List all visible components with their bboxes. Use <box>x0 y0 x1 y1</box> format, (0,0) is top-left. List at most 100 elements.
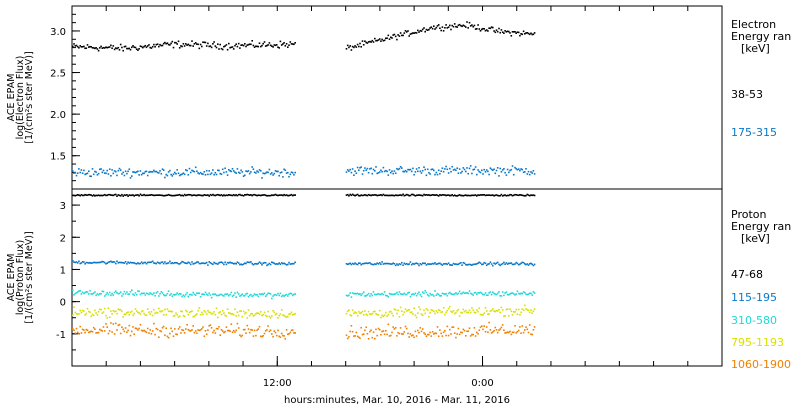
data-point <box>146 292 149 295</box>
data-point <box>447 172 450 174</box>
data-point <box>193 315 196 318</box>
data-point <box>180 262 182 264</box>
data-point <box>212 312 214 315</box>
data-point <box>105 323 107 325</box>
data-point <box>228 194 230 196</box>
data-point <box>390 263 392 265</box>
data-point <box>440 194 442 197</box>
data-point <box>414 262 417 265</box>
data-point <box>212 169 214 171</box>
data-point <box>528 33 531 36</box>
data-point <box>293 293 295 296</box>
data-point <box>355 46 358 48</box>
data-point <box>471 24 473 26</box>
data-point <box>473 292 476 294</box>
data-point <box>360 311 362 314</box>
data-point <box>95 332 97 334</box>
data-point <box>247 170 250 172</box>
data-point <box>399 194 402 196</box>
data-point <box>181 260 183 263</box>
data-point <box>466 311 468 314</box>
data-point <box>231 168 234 170</box>
data-point <box>95 261 97 264</box>
data-point <box>418 194 420 196</box>
data-point <box>355 312 358 314</box>
data-point <box>285 329 288 331</box>
data-point <box>266 315 268 318</box>
data-point <box>521 33 524 36</box>
data-point <box>483 194 485 196</box>
data-point <box>378 328 381 331</box>
data-point <box>191 261 193 263</box>
data-point <box>410 335 413 337</box>
data-point <box>351 45 354 48</box>
data-point <box>103 261 106 264</box>
data-point <box>397 34 399 36</box>
data-point <box>277 194 279 197</box>
data-point <box>359 167 361 169</box>
data-point <box>90 315 92 318</box>
data-point <box>241 293 244 295</box>
data-point <box>210 194 213 197</box>
data-point <box>359 293 361 295</box>
data-point <box>410 293 413 296</box>
data-point <box>473 194 476 197</box>
data-point <box>248 294 251 297</box>
data-point <box>366 332 369 335</box>
data-point <box>264 330 267 332</box>
data-point <box>474 335 477 337</box>
data-point <box>495 29 498 31</box>
data-point <box>261 314 263 317</box>
data-point <box>282 314 284 316</box>
data-point <box>239 193 241 196</box>
data-point <box>237 42 240 45</box>
data-point <box>112 45 115 47</box>
data-point <box>488 173 490 176</box>
data-point <box>256 194 258 197</box>
data-point <box>506 194 509 197</box>
data-point <box>237 314 240 317</box>
data-point <box>472 25 474 28</box>
data-point <box>131 46 133 49</box>
data-point <box>118 292 121 295</box>
data-point <box>183 315 186 318</box>
data-point <box>510 168 513 171</box>
data-point <box>208 45 210 48</box>
data-point <box>244 194 246 196</box>
data-point <box>251 329 253 331</box>
data-point <box>108 330 111 332</box>
data-point <box>370 41 372 43</box>
data-point <box>252 263 255 266</box>
data-point <box>485 169 488 171</box>
data-points-layer <box>72 21 536 340</box>
data-point <box>117 308 120 310</box>
data-point <box>110 194 112 196</box>
data-point <box>178 292 181 295</box>
data-point <box>86 261 89 264</box>
data-point <box>134 327 137 329</box>
data-point <box>508 294 510 296</box>
data-point <box>386 333 388 336</box>
data-point <box>96 332 99 334</box>
data-point <box>372 291 375 293</box>
data-point <box>264 172 267 174</box>
data-point <box>194 294 197 296</box>
data-point <box>250 313 252 315</box>
data-point <box>493 330 495 332</box>
data-point <box>476 331 478 334</box>
data-point <box>75 261 78 263</box>
data-point <box>202 173 204 175</box>
data-point <box>215 262 218 265</box>
data-point <box>128 324 131 327</box>
data-point <box>440 311 442 314</box>
data-point <box>251 40 253 42</box>
data-point <box>119 332 122 335</box>
data-point <box>345 48 348 50</box>
data-point <box>289 173 292 176</box>
data-point <box>205 45 208 47</box>
data-point <box>380 293 382 296</box>
data-point <box>201 45 203 48</box>
data-point <box>213 329 215 332</box>
data-point <box>228 42 230 45</box>
data-point <box>255 262 257 265</box>
